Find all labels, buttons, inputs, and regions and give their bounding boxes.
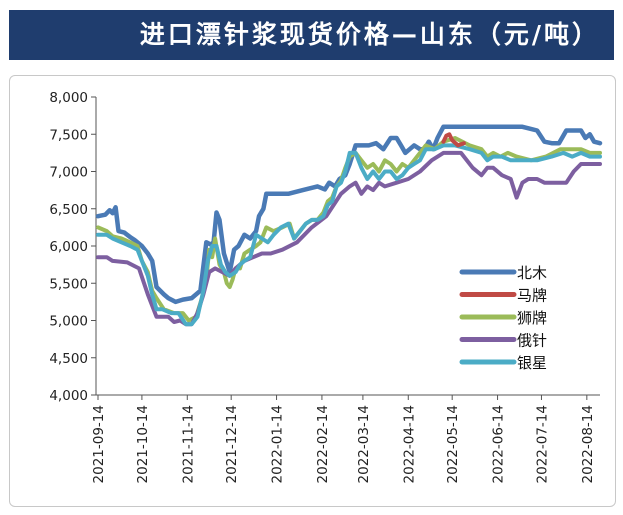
title-bar: 进口漂针浆现货价格—山东（元/吨） (9, 10, 614, 60)
y-tick-label: 4,000 (49, 388, 88, 404)
series-line-1 (441, 132, 466, 148)
chart-title: 进口漂针浆现货价格—山东（元/吨） (139, 20, 600, 49)
chart-panel (9, 75, 616, 507)
y-tick-label: 8,000 (49, 90, 88, 106)
x-tick-label: 2022-01-14 (270, 405, 286, 483)
y-tick-label: 4,500 (49, 351, 88, 367)
y-tick-label: 5,500 (49, 276, 88, 292)
y-tick-label: 6,500 (49, 202, 88, 218)
legend-label-0: 北木 (517, 264, 547, 282)
x-tick-label: 2022-04-14 (401, 405, 417, 483)
x-tick-label: 2021-12-14 (224, 405, 240, 483)
x-tick-label: 2022-05-14 (445, 405, 461, 483)
legend-label-2: 狮牌 (517, 309, 547, 327)
y-tick-label: 6,000 (49, 239, 88, 255)
x-tick-label: 2021-10-14 (135, 405, 151, 483)
series-line-4 (96, 143, 602, 327)
legend-label-4: 银星 (517, 354, 547, 372)
legend-label-3: 俄针 (517, 332, 547, 350)
x-tick-label: 2022-07-14 (534, 405, 550, 483)
y-tick-label: 7,500 (49, 127, 88, 143)
x-tick-label: 2021-11-14 (180, 405, 196, 483)
y-tick-label: 5,000 (49, 314, 88, 330)
legend-label-1: 马牌 (517, 287, 547, 305)
x-tick-label: 2021-09-14 (91, 405, 107, 483)
x-tick-label: 2022-06-14 (491, 405, 507, 483)
y-tick-label: 7,000 (49, 165, 88, 181)
series-line-0 (95, 124, 603, 305)
x-tick-label: 2022-08-14 (580, 405, 596, 483)
x-tick-label: 2022-03-14 (356, 405, 372, 483)
x-tick-label: 2022-02-14 (315, 405, 331, 483)
